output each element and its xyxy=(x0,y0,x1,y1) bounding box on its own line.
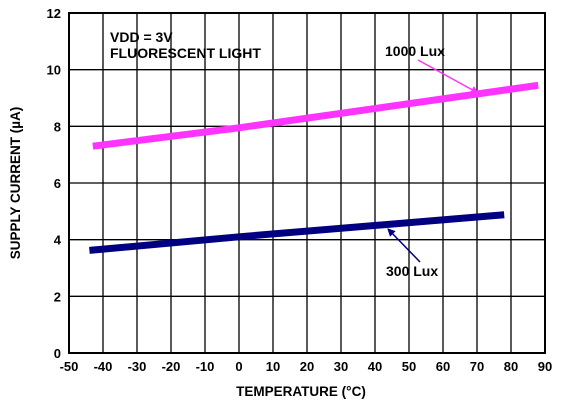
x-tick-label: 0 xyxy=(235,359,242,374)
grid xyxy=(68,12,546,354)
x-axis-title: TEMPERATURE (°C) xyxy=(236,384,366,399)
x-tick-label: 80 xyxy=(504,359,518,374)
series-line-300-lux xyxy=(89,211,505,254)
y-tick-label: 4 xyxy=(54,233,62,248)
annotation-light: FLUORESCENT LIGHT xyxy=(110,45,261,61)
annotation-layer: VDD = 3V FLUORESCENT LIGHT 1000 Lux 300 … xyxy=(110,29,479,279)
x-tick-label: 20 xyxy=(300,359,314,374)
plot-frame xyxy=(68,12,546,354)
series-line-1000-lux xyxy=(92,81,539,150)
x-tick-label: 30 xyxy=(334,359,348,374)
x-tick-label: 90 xyxy=(538,359,552,374)
x-tick-label: -10 xyxy=(196,359,215,374)
x-tick-label: 10 xyxy=(266,359,280,374)
tick-labels: -50 -40 -30 -20 -10 0 10 20 30 40 50 60 70 80 90 0 2 4 6 8 1… xyxy=(47,6,553,374)
leader-arrow-300-lux xyxy=(387,228,421,263)
x-tick-label: 50 xyxy=(402,359,416,374)
series-label-300-lux: 300 Lux xyxy=(386,263,438,279)
y-tick-label: 0 xyxy=(54,346,61,361)
y-tick-label: 10 xyxy=(47,63,61,78)
y-tick-label: 6 xyxy=(54,176,61,191)
x-tick-label: 40 xyxy=(368,359,382,374)
y-tick-label: 8 xyxy=(54,119,61,134)
x-tick-label: 60 xyxy=(436,359,450,374)
series-layer xyxy=(89,81,539,254)
x-tick-label: -20 xyxy=(162,359,181,374)
x-tick-label: 70 xyxy=(470,359,484,374)
leader-arrow-1000-lux xyxy=(417,59,479,94)
y-tick-label: 12 xyxy=(47,6,61,21)
series-label-1000-lux: 1000 Lux xyxy=(385,43,445,59)
x-tick-label: -50 xyxy=(60,359,79,374)
y-axis-title: SUPPLY CURRENT (µA) xyxy=(8,107,23,260)
x-tick-label: -30 xyxy=(128,359,147,374)
y-tick-label: 2 xyxy=(54,289,61,304)
x-tick-label: -40 xyxy=(94,359,113,374)
annotation-vdd: VDD = 3V xyxy=(110,29,173,45)
